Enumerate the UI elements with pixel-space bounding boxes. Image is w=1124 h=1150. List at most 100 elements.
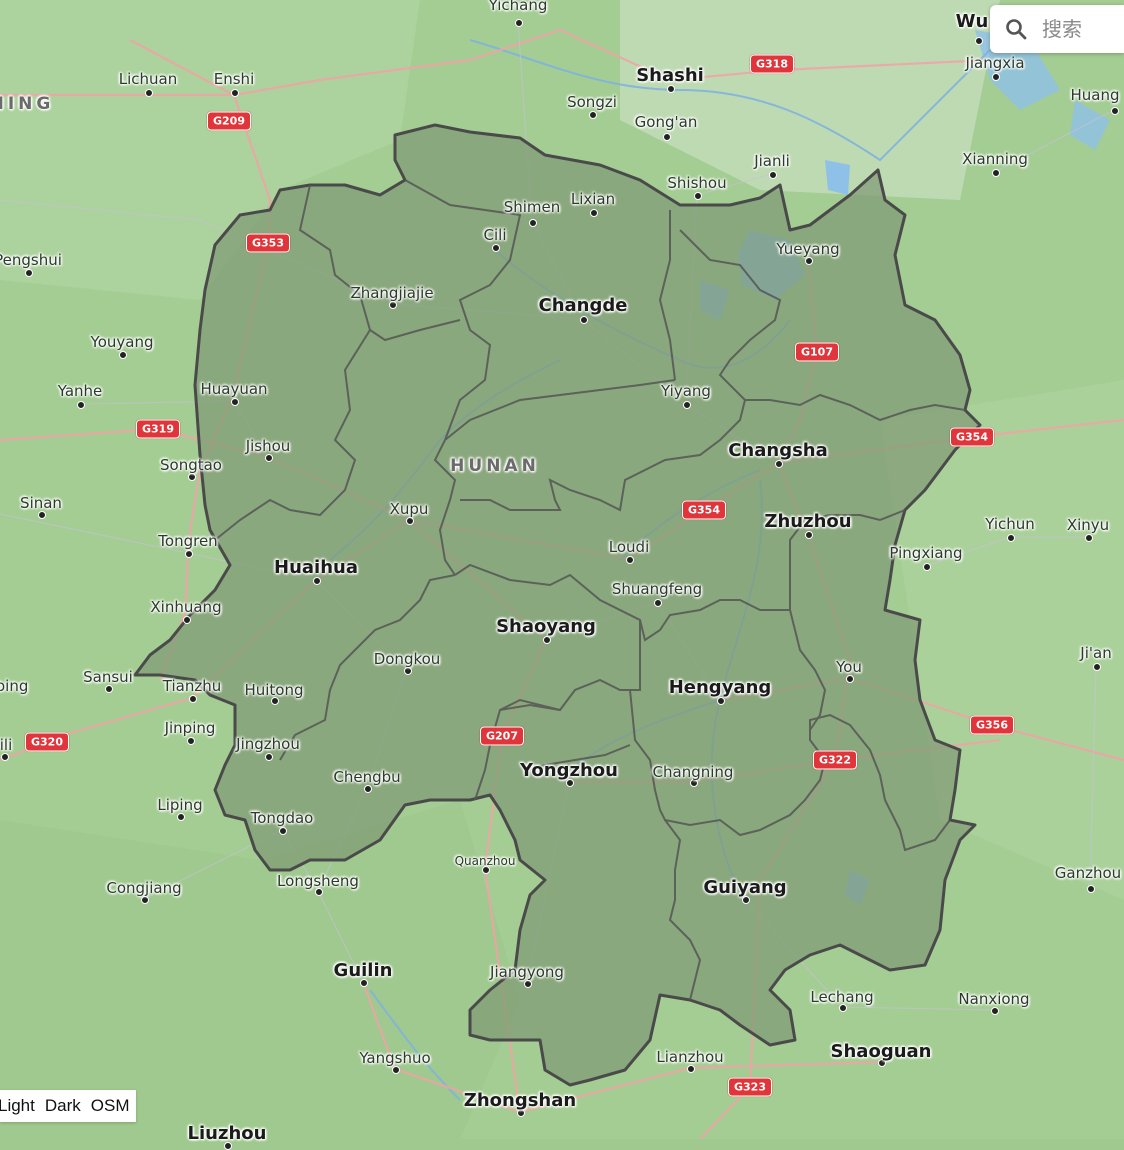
city-dot: [231, 398, 239, 406]
city-dot: [145, 89, 153, 97]
city-label[interactable]: Lichuan: [118, 70, 178, 88]
city-dot: [1087, 885, 1095, 893]
city-label[interactable]: Changning: [652, 763, 734, 781]
city-label[interactable]: Jinping: [164, 719, 216, 737]
city-dot: [492, 244, 500, 252]
city-label[interactable]: bing: [0, 677, 29, 695]
city-dot: [389, 301, 397, 309]
city-label[interactable]: Guilin: [333, 960, 393, 981]
highway-shield: G323: [728, 1077, 772, 1097]
city-label[interactable]: Huang: [1070, 86, 1120, 104]
city-label[interactable]: Lixian: [570, 190, 616, 208]
city-label[interactable]: Ganzhou: [1054, 864, 1122, 882]
city-label[interactable]: Xinhuang: [150, 598, 222, 616]
city-label[interactable]: Jingzhou: [236, 735, 300, 753]
city-label[interactable]: Liping: [157, 796, 203, 814]
city-dot: [177, 813, 185, 821]
city-label[interactable]: Lianzhou: [656, 1048, 724, 1066]
highway-shield: G107: [795, 342, 839, 362]
city-label[interactable]: Xupu: [389, 500, 429, 518]
city-label[interactable]: You: [836, 658, 862, 676]
city-label[interactable]: Huitong: [244, 681, 304, 699]
city-label[interactable]: Shaoguan: [830, 1041, 932, 1062]
city-label[interactable]: Songtao: [160, 456, 222, 474]
city-label[interactable]: Lechang: [810, 988, 874, 1006]
city-label[interactable]: Zhangjiajie: [350, 284, 434, 302]
city-label[interactable]: Jiangxia: [965, 54, 1025, 72]
city-label[interactable]: Zhongshan: [463, 1090, 577, 1111]
city-label[interactable]: Jishou: [245, 437, 291, 455]
city-label[interactable]: Jianli: [754, 152, 790, 170]
highway-shield: G322: [813, 750, 857, 770]
city-label[interactable]: Shimen: [503, 198, 561, 216]
city-label[interactable]: Zhuzhou: [764, 511, 852, 532]
city-dot: [529, 219, 537, 227]
city-label[interactable]: Yanhe: [57, 382, 103, 400]
highway-shield: G318: [750, 54, 794, 74]
city-label[interactable]: Tongren: [158, 532, 218, 550]
city-label[interactable]: Shashi: [636, 65, 704, 86]
city-label[interactable]: Huayuan: [200, 380, 268, 398]
city-dot: [775, 460, 783, 468]
city-label[interactable]: Nanxiong: [958, 990, 1030, 1008]
city-label[interactable]: Sansui: [83, 668, 133, 686]
city-dot: [543, 636, 551, 644]
city-label[interactable]: Chengbu: [333, 768, 401, 786]
city-label[interactable]: NING: [0, 94, 55, 114]
city-label[interactable]: Songzi: [567, 93, 617, 111]
city-label[interactable]: Tianzhu: [162, 677, 222, 695]
city-label[interactable]: Hengyang: [668, 677, 772, 698]
city-label[interactable]: Pingxiang: [889, 544, 963, 562]
city-label[interactable]: Xinyu: [1066, 516, 1110, 534]
city-label[interactable]: Ji'an: [1080, 644, 1112, 662]
city-label[interactable]: Yangshuo: [359, 1049, 431, 1067]
city-dot: [566, 779, 574, 787]
city-label[interactable]: Jiangyong: [490, 963, 564, 981]
city-label[interactable]: Longsheng: [277, 872, 359, 890]
city-label[interactable]: Liuzhou: [187, 1123, 267, 1144]
city-dot: [231, 89, 239, 97]
city-label[interactable]: Changsha: [728, 440, 828, 461]
city-dot: [105, 685, 113, 693]
city-label[interactable]: Dongkou: [373, 650, 441, 668]
city-label[interactable]: Yueyang: [776, 240, 840, 258]
style-osm-button[interactable]: OSM: [90, 1096, 130, 1115]
city-dot: [265, 454, 273, 462]
city-label[interactable]: Changde: [538, 295, 628, 316]
city-label[interactable]: Gong'an: [634, 113, 698, 131]
city-label[interactable]: Yongzhou: [520, 760, 618, 781]
city-label[interactable]: Cili: [483, 226, 507, 244]
city-label[interactable]: Wu: [955, 11, 989, 32]
style-dark-button[interactable]: Dark: [44, 1096, 81, 1115]
search-box[interactable]: [990, 5, 1124, 53]
city-label[interactable]: Huaihua: [274, 557, 358, 578]
city-label[interactable]: Quanzhou: [454, 854, 516, 868]
city-dot: [839, 1004, 847, 1012]
city-label[interactable]: Shaoyang: [496, 616, 596, 637]
city-label[interactable]: Yiyang: [661, 382, 711, 400]
city-label[interactable]: Enshi: [213, 70, 255, 88]
city-label[interactable]: Pengshui: [0, 251, 62, 269]
city-label[interactable]: Youyang: [90, 333, 154, 351]
style-light-button[interactable]: Light: [0, 1096, 35, 1115]
city-label[interactable]: Congjiang: [106, 879, 182, 897]
city-label[interactable]: Shuangfeng: [611, 580, 703, 598]
city-label[interactable]: Loudi: [608, 538, 650, 556]
city-dot: [25, 269, 33, 277]
city-label[interactable]: Tongdao: [250, 809, 314, 827]
city-label[interactable]: Yichang: [488, 0, 548, 14]
city-label[interactable]: Guiyang: [703, 877, 787, 898]
city-label[interactable]: Xianning: [962, 150, 1028, 168]
city-label[interactable]: Shishou: [667, 174, 727, 192]
city-dot: [923, 563, 931, 571]
city-dot: [360, 979, 368, 987]
city-label[interactable]: Yichun: [985, 515, 1035, 533]
city-label[interactable]: Sinan: [20, 494, 62, 512]
city-dot: [271, 697, 279, 705]
city-dot: [846, 675, 854, 683]
city-dot: [805, 257, 813, 265]
city-label[interactable]: ili: [0, 736, 13, 754]
city-dot: [77, 401, 85, 409]
search-input[interactable]: [1040, 16, 1124, 42]
